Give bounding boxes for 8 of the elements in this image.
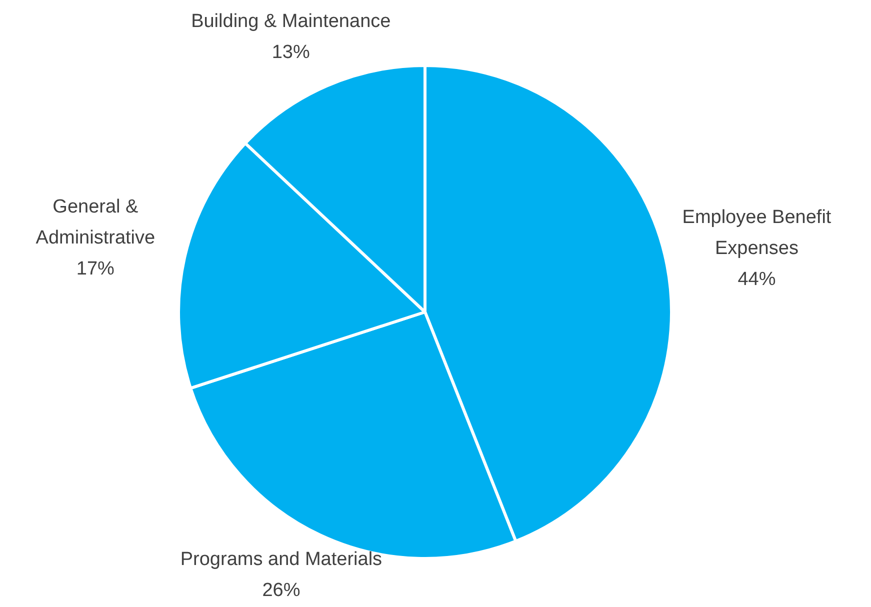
- slice-label: Employee Benefit Expenses: [682, 206, 832, 259]
- slice-label: Building & Maintenance: [191, 11, 391, 32]
- slice-label: General & Administrative: [36, 196, 156, 249]
- slice-label: Programs and Materials: [180, 549, 382, 570]
- data-label: 26%: [262, 580, 300, 602]
- data-label: 13%: [272, 42, 310, 64]
- data-label: 17%: [76, 258, 115, 280]
- data-label: 44%: [738, 268, 776, 290]
